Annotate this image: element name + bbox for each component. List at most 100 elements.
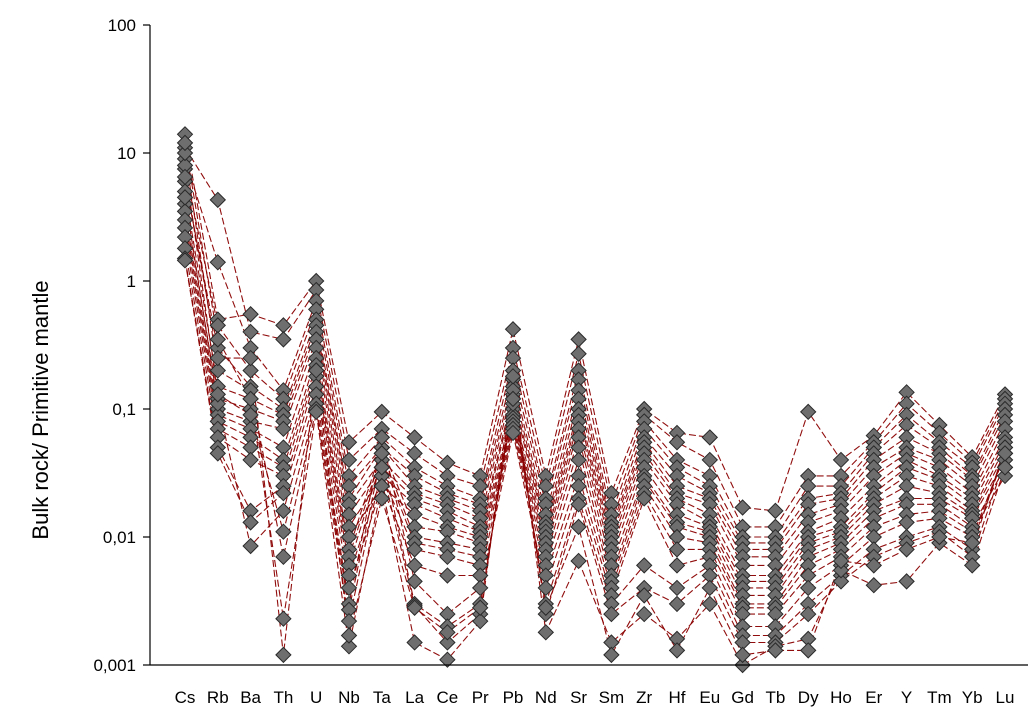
data-point xyxy=(373,459,391,476)
data-point xyxy=(176,134,194,152)
data-point xyxy=(209,395,227,412)
data-point xyxy=(242,323,259,341)
data-point xyxy=(406,634,423,651)
x-tick-label: Gd xyxy=(731,688,754,707)
data-point xyxy=(799,403,817,421)
data-point xyxy=(635,587,653,604)
data-point xyxy=(373,429,391,446)
data-point xyxy=(504,368,522,385)
data-point xyxy=(242,306,259,323)
y-tick-label: 0,001 xyxy=(93,656,136,675)
data-point xyxy=(603,605,620,623)
data-point xyxy=(799,579,817,597)
data-point xyxy=(340,612,358,630)
marker-layer xyxy=(176,126,1014,674)
data-point xyxy=(242,451,259,469)
data-point xyxy=(242,362,259,379)
series-layer xyxy=(184,134,1006,665)
data-point xyxy=(307,362,325,379)
data-point xyxy=(767,642,784,659)
x-tick-label: Ta xyxy=(373,688,392,707)
series-line xyxy=(184,197,1006,628)
data-point xyxy=(439,548,456,566)
data-point xyxy=(701,451,719,469)
data-point xyxy=(570,552,587,570)
data-point xyxy=(865,577,883,594)
data-point xyxy=(668,434,686,451)
x-tick-label: Y xyxy=(901,688,912,707)
data-point xyxy=(275,523,292,540)
data-point xyxy=(635,557,653,574)
data-point xyxy=(898,541,915,558)
x-tick-label: La xyxy=(405,688,424,707)
x-tick-label: Eu xyxy=(699,688,720,707)
data-point xyxy=(471,612,489,630)
data-point xyxy=(832,562,850,579)
data-point xyxy=(668,579,686,597)
data-point xyxy=(406,557,423,574)
series-line xyxy=(184,260,1006,615)
data-point xyxy=(832,573,850,590)
data-point xyxy=(340,451,358,469)
data-point xyxy=(799,605,817,623)
data-point xyxy=(504,321,522,338)
data-point xyxy=(832,552,850,570)
data-point xyxy=(734,499,751,516)
data-point xyxy=(898,573,915,590)
data-point xyxy=(701,579,719,597)
x-tick-label: Dy xyxy=(798,688,819,707)
data-point xyxy=(537,624,555,641)
y-tick-label: 0,1 xyxy=(112,400,136,419)
data-point xyxy=(570,518,587,536)
data-point xyxy=(767,502,784,520)
x-tick-label: Er xyxy=(865,688,882,707)
y-ticks: 0,001 0,01 0,1 1 10 100 xyxy=(93,16,150,675)
data-point xyxy=(275,610,292,627)
data-point xyxy=(439,567,456,584)
data-point xyxy=(406,429,423,446)
data-point xyxy=(275,502,292,520)
data-point xyxy=(668,642,686,659)
data-point xyxy=(307,403,325,421)
data-point xyxy=(275,420,292,438)
y-tick-label: 100 xyxy=(108,16,136,35)
data-point xyxy=(701,429,719,446)
x-tick-label: Ce xyxy=(437,688,459,707)
series-line xyxy=(184,203,1006,566)
data-point xyxy=(275,548,292,566)
data-point xyxy=(406,573,423,590)
data-point xyxy=(340,638,358,655)
data-point xyxy=(537,599,555,616)
x-tick-label: Sr xyxy=(570,688,587,707)
x-tick-label: Rb xyxy=(207,688,229,707)
data-point xyxy=(537,579,555,597)
x-tick-label: Sm xyxy=(599,688,625,707)
data-point xyxy=(996,467,1014,485)
data-point xyxy=(439,624,456,641)
data-point xyxy=(570,451,587,469)
y-axis-title: Bulk rock/ Primitive mantle xyxy=(28,280,53,539)
data-point xyxy=(209,191,227,209)
data-point xyxy=(701,595,719,613)
data-point xyxy=(668,557,686,574)
data-point xyxy=(340,434,358,451)
data-point xyxy=(209,349,227,367)
data-point xyxy=(242,537,259,555)
x-tick-label: Nd xyxy=(535,688,557,707)
data-point xyxy=(176,252,194,269)
data-point xyxy=(209,331,227,348)
y-tick-label: 1 xyxy=(127,272,136,291)
data-point xyxy=(439,634,456,651)
data-point xyxy=(406,541,423,558)
series-line xyxy=(184,152,1006,644)
data-point xyxy=(963,557,981,574)
data-point xyxy=(471,599,489,616)
data-point xyxy=(275,484,292,502)
series-line xyxy=(184,176,1006,657)
data-point xyxy=(340,627,358,644)
axes-layer xyxy=(149,25,1028,666)
data-point xyxy=(832,451,850,469)
x-tick-label: Tb xyxy=(765,688,785,707)
x-tick-label: U xyxy=(310,688,322,707)
data-point xyxy=(471,579,489,597)
